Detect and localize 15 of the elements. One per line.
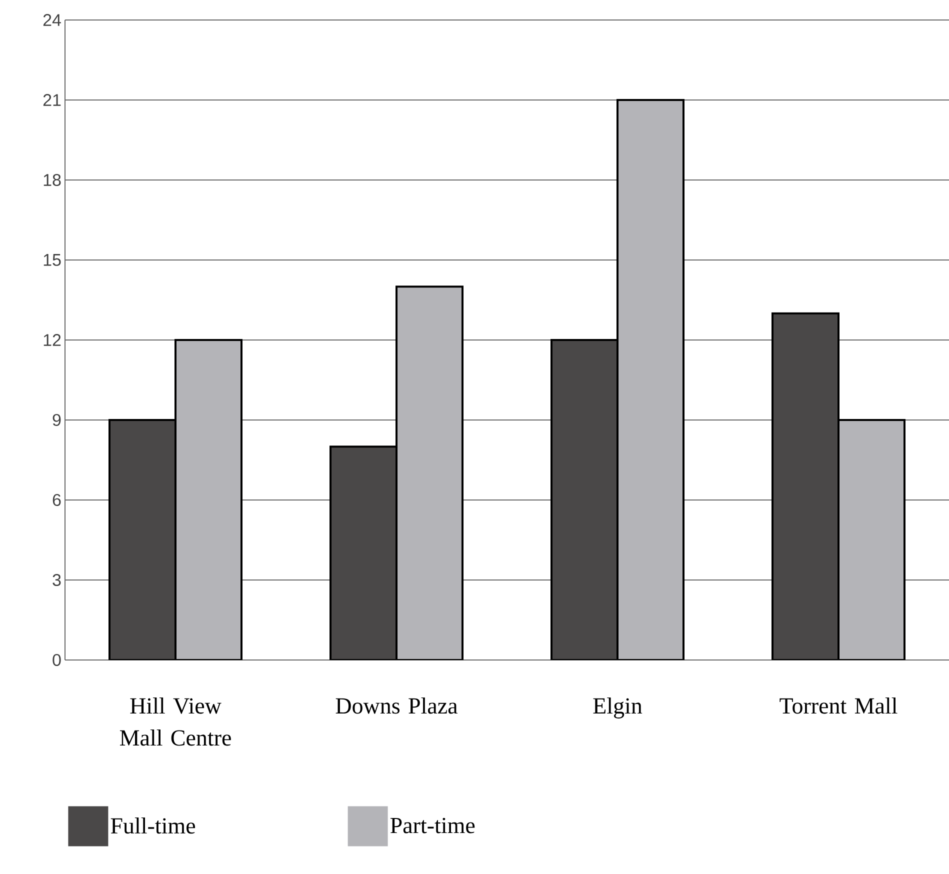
y-tick-label: 21 — [43, 94, 61, 106]
x-tick-label: Torrent Mall — [780, 698, 898, 714]
y-tick-label: 0 — [52, 654, 61, 666]
y-tick-label: 3 — [52, 574, 61, 586]
x-tick-label: Hill View Mall Centre — [120, 698, 231, 746]
y-tick-label: 18 — [44, 174, 61, 186]
y-tick-label: 15 — [44, 254, 61, 266]
x-tick-label: Elgin — [593, 698, 642, 718]
x-tick-label: Downs Plaza — [336, 698, 458, 714]
y-tick-label: 12 — [44, 334, 61, 346]
legend-label: Full-time — [110, 817, 196, 834]
y-tick-label: 9 — [52, 414, 61, 426]
y-tick-label: 6 — [52, 494, 61, 506]
legend-label: Part-time — [390, 818, 475, 834]
y-tick-label: 24 — [43, 14, 61, 26]
